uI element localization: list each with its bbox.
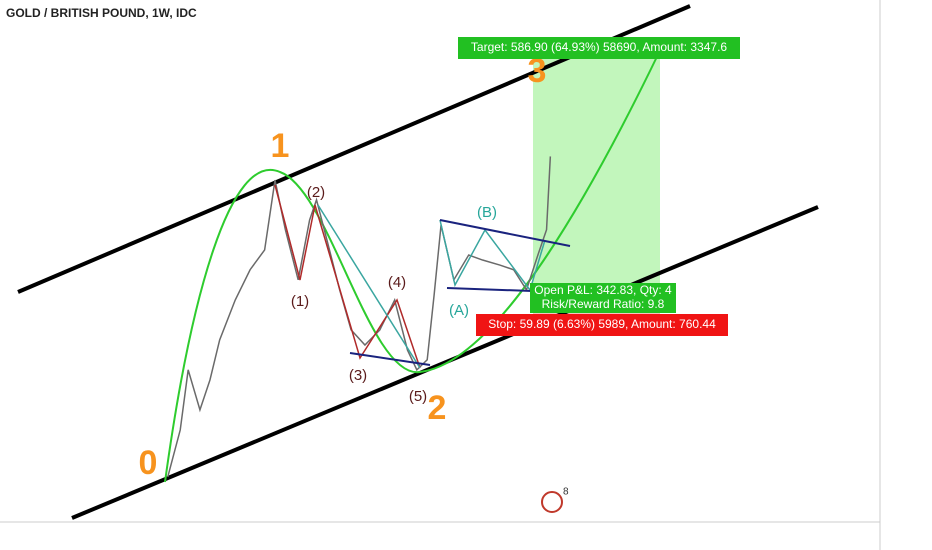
price-line (167, 156, 552, 478)
price (167, 156, 552, 478)
channel-bottom (71, 205, 819, 520)
wave-label: 2 (428, 389, 447, 427)
wave-line (317, 204, 421, 369)
wave-label: 0 (139, 444, 158, 482)
pnl-box (530, 283, 676, 313)
wave-label: 3 (528, 52, 547, 90)
event-badge (541, 491, 563, 513)
event-count: 8 (563, 487, 569, 498)
wave-lines (274, 184, 421, 369)
wave-label: (3) (349, 367, 367, 384)
wave-label: (5) (409, 388, 427, 405)
chart-title: GOLD / BRITISH POUND, 1W, IDC (6, 6, 197, 20)
curve (164, 39, 666, 483)
pnl-label: Open P&L: 342.83, Qty: 4 (534, 283, 672, 297)
trend-line (439, 219, 571, 247)
wave-label: 1 (271, 127, 290, 165)
wave-label: (2) (307, 184, 325, 201)
wave-label: (A) (449, 302, 469, 319)
trend-line (349, 352, 431, 366)
wave-label: (1) (291, 293, 309, 310)
wave-label: (4) (388, 274, 406, 291)
target-box (458, 37, 740, 59)
target-label: Target: 586.90 (64.93%) 58690, Amount: 3… (471, 40, 728, 54)
wave-label: (B) (477, 204, 497, 221)
stop-box (476, 314, 728, 336)
rr-label: Risk/Reward Ratio: 9.8 (542, 297, 665, 311)
stop-label: Stop: 59.89 (6.63%) 5989, Amount: 760.44 (488, 317, 716, 331)
